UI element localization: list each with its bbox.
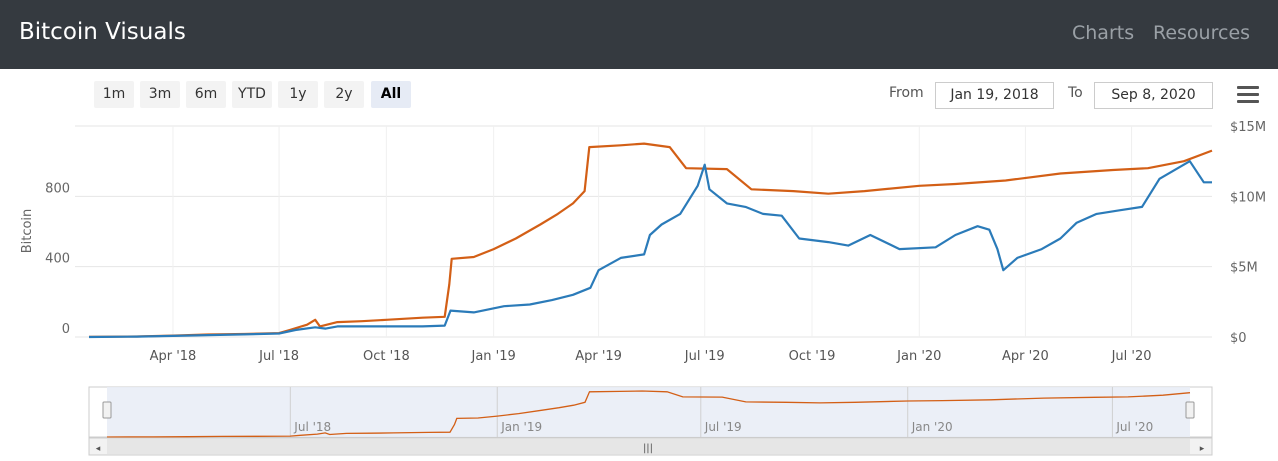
nav-charts-link[interactable]: Charts <box>1072 22 1135 44</box>
navigator-tick-label: Jul '19 <box>704 420 742 434</box>
range-button-1y[interactable]: 1y <box>278 81 318 108</box>
x-tick-label: Jan '19 <box>471 349 516 364</box>
navigator-selected-range[interactable] <box>107 387 1190 437</box>
scroll-right-arrow-icon[interactable]: ▸ <box>1200 444 1205 454</box>
range-button-all[interactable]: All <box>371 81 411 108</box>
series-line-1 <box>88 160 1212 339</box>
y2-tick-label: $10M <box>1230 190 1266 205</box>
y-tick-label: 800 <box>45 181 70 196</box>
to-label: To <box>1068 85 1083 101</box>
scroll-left-arrow-icon[interactable]: ◂ <box>96 444 101 454</box>
y2-tick-label: $5M <box>1230 261 1258 276</box>
x-tick-label: Oct '18 <box>363 349 410 364</box>
from-date-input[interactable]: Jan 19, 2018 <box>935 82 1054 109</box>
from-label: From <box>889 85 924 101</box>
range-button-3m[interactable]: 3m <box>140 81 180 108</box>
x-tick-label: Oct '19 <box>789 349 836 364</box>
x-tick-label: Jul '20 <box>1111 349 1152 364</box>
nav-resources-link[interactable]: Resources <box>1153 22 1251 44</box>
navigator-tick-label: Jul '18 <box>293 420 331 434</box>
navigator-series-line <box>106 390 1191 438</box>
y-tick-label: 400 <box>45 252 70 267</box>
x-tick-label: Apr '19 <box>575 349 622 364</box>
range-button-6m[interactable]: 6m <box>186 81 226 108</box>
range-button-1m[interactable]: 1m <box>94 81 134 108</box>
scrollbar-grip-icon[interactable]: ||| <box>643 443 653 454</box>
y-axis-title: Bitcoin <box>20 209 35 254</box>
top-navbar: Bitcoin Visuals Charts Resources <box>0 0 1278 69</box>
navigator-tick-label: Jul '20 <box>1115 420 1153 434</box>
app-title[interactable]: Bitcoin Visuals <box>19 19 186 45</box>
range-button-ytd[interactable]: YTD <box>232 81 272 108</box>
x-tick-label: Jul '18 <box>258 349 299 364</box>
to-date-input[interactable]: Sep 8, 2020 <box>1094 82 1213 109</box>
x-tick-label: Jul '19 <box>684 349 725 364</box>
navigator-tick-label: Jan '20 <box>911 420 953 434</box>
range-button-2y[interactable]: 2y <box>324 81 364 108</box>
x-tick-label: Apr '20 <box>1002 349 1049 364</box>
scrollbar-thumb[interactable] <box>107 439 1190 454</box>
y2-tick-label: $15M <box>1230 120 1266 135</box>
series-line-0 <box>88 142 1213 338</box>
hamburger-menu-icon[interactable] <box>1237 86 1259 104</box>
chart-grid <box>75 125 1212 338</box>
x-tick-label: Apr '18 <box>150 349 197 364</box>
x-tick-label: Jan '20 <box>896 349 941 364</box>
chart-lines <box>88 142 1213 339</box>
navigator-tick-label: Jan '19 <box>500 420 542 434</box>
navigator[interactable]: Jul '18 Jan '19 Jul '19 Jan '20 Jul '20 ◂ ▸ ||| <box>88 386 1213 456</box>
y-tick-label: 0 <box>62 322 70 337</box>
navigator-right-handle[interactable] <box>1185 401 1195 419</box>
navigator-left-handle[interactable] <box>102 401 112 419</box>
chart-axes: $0 $5M $10M $15M 0 400 800 Apr '18 Jul '18 Oct '1… <box>45 120 1266 364</box>
y2-tick-label: $0 <box>1230 331 1247 346</box>
